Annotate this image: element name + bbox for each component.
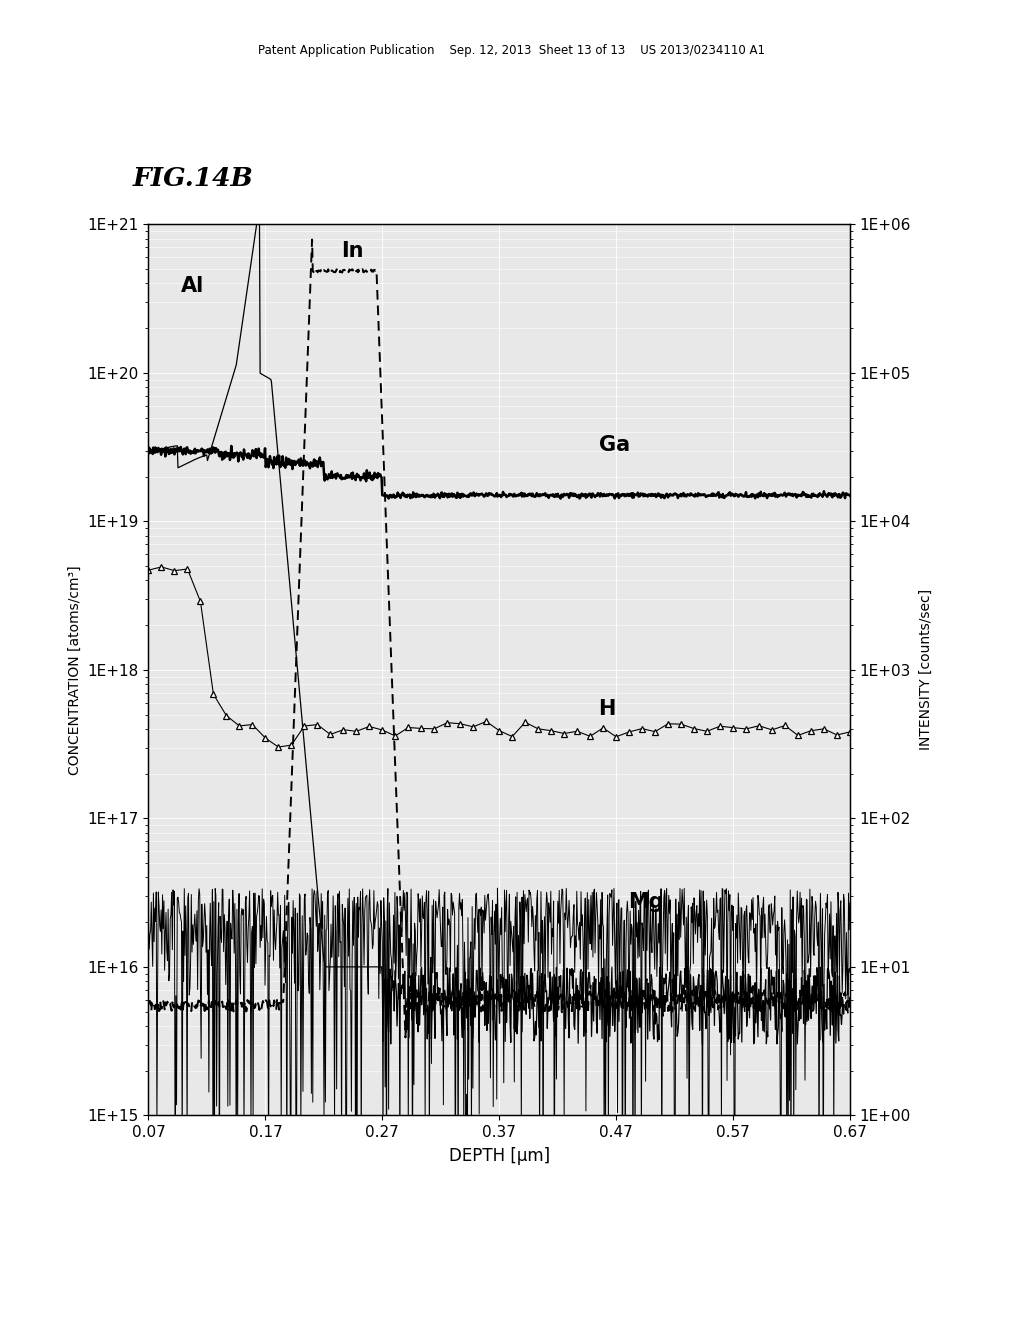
X-axis label: DEPTH [μm]: DEPTH [μm] (449, 1147, 550, 1166)
Text: Mg: Mg (628, 892, 664, 912)
Y-axis label: CONCENTRATION [atoms/cm³]: CONCENTRATION [atoms/cm³] (68, 565, 82, 775)
Text: In: In (341, 242, 364, 261)
Text: Ga: Ga (599, 434, 630, 454)
Y-axis label: INTENSITY [counts/sec]: INTENSITY [counts/sec] (920, 589, 933, 751)
Text: Patent Application Publication    Sep. 12, 2013  Sheet 13 of 13    US 2013/02341: Patent Application Publication Sep. 12, … (258, 44, 766, 57)
Text: H: H (599, 698, 616, 718)
Text: FIG.14B: FIG.14B (133, 166, 254, 191)
Text: Al: Al (181, 276, 205, 296)
